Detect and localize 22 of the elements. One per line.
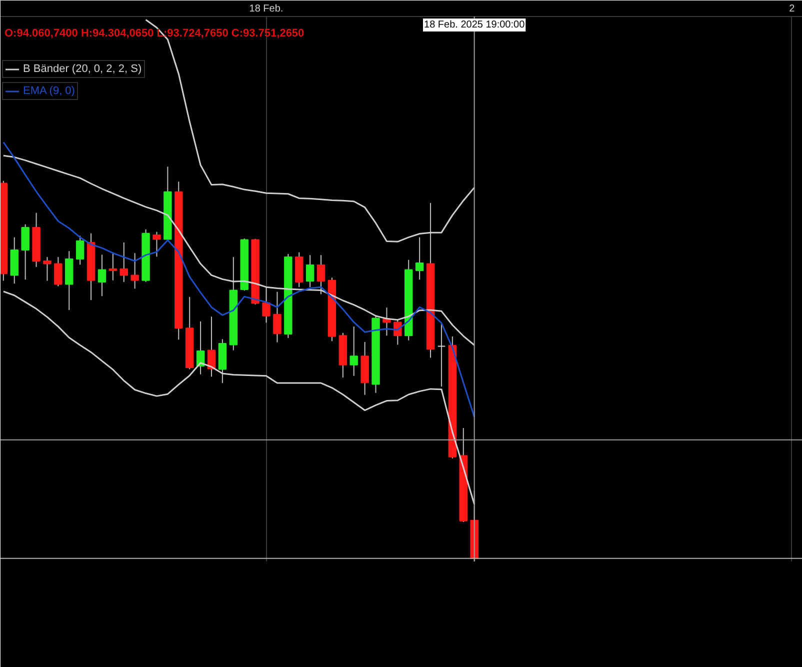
candlestick [108, 252, 118, 281]
x-tick-label: 2 [789, 4, 796, 14]
candlestick [306, 254, 314, 288]
candlestick [98, 254, 106, 297]
legend-label: EMA (9, 0) [23, 85, 75, 97]
candlestick [437, 324, 446, 388]
candlestick [130, 252, 139, 290]
candlestick [76, 235, 84, 266]
candlestick [262, 286, 270, 324]
candlestick [120, 242, 128, 282]
legend-label: B Bänder (20, 0, 2, 2, S) [23, 63, 142, 75]
candlestick [152, 231, 161, 258]
x-tick-label: 18 Feb. [249, 4, 284, 14]
candlestick [350, 326, 358, 376]
candlestick [21, 224, 30, 280]
candlestick [207, 316, 216, 378]
candlestick [43, 256, 52, 282]
candlestick [415, 236, 424, 280]
candlestick [273, 291, 282, 343]
candlestick [316, 254, 326, 295]
candlestick [54, 256, 62, 287]
ref-line-label: 18 Feb. 2025 19:00:00 [424, 20, 526, 30]
